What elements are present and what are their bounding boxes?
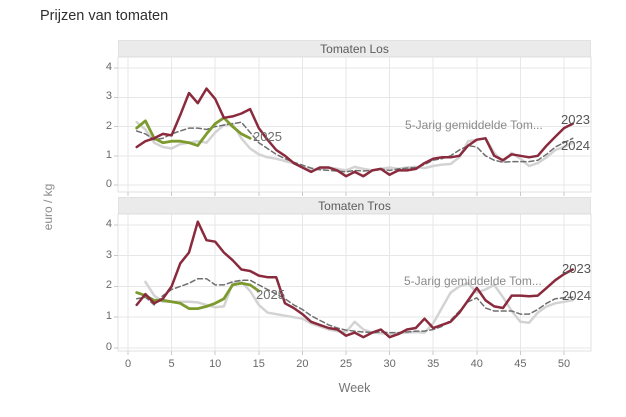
series-label-2024-bottom: 2024 xyxy=(562,288,591,303)
y-tick-label: 0 xyxy=(105,341,112,353)
series-line-2025 xyxy=(135,281,261,311)
series-label-2023-top: 2023 xyxy=(561,112,590,127)
x-tick-label: 30 xyxy=(383,358,396,370)
series-line-avg xyxy=(135,277,574,334)
series-line-2023 xyxy=(135,220,574,339)
x-tick-label: 15 xyxy=(252,358,265,370)
x-tick-label: 50 xyxy=(557,358,571,370)
x-tick-label: 5 xyxy=(168,358,175,370)
plot-area xyxy=(117,213,592,352)
x-tick-label: 25 xyxy=(339,358,353,370)
x-tick-label: 0 xyxy=(124,358,132,370)
x-tick-label: 10 xyxy=(209,358,222,370)
y-tick-label: 2 xyxy=(105,119,112,132)
y-tick-label: 4 xyxy=(105,61,112,74)
panel-title-tomaten-tros: Tomaten Tros xyxy=(318,198,391,213)
x-tick-label: 35 xyxy=(427,358,440,370)
y-tick-label: 1 xyxy=(105,148,112,161)
x-tick-label: 40 xyxy=(470,358,483,370)
avg-series-label-bottom: 5-Jarig gemiddelde Tom... xyxy=(404,274,542,288)
page-title: Prijzen van tomaten xyxy=(40,8,169,24)
series-label-2025-bottom: 2025 xyxy=(256,287,285,302)
y-tick-label: 3 xyxy=(105,90,112,103)
x-tick-label: 20 xyxy=(296,358,309,370)
x-axis-title: Week xyxy=(338,381,371,395)
panel-header-tomaten-los: Tomaten Los xyxy=(118,40,591,57)
y-tick-label: 2 xyxy=(105,279,112,292)
series-label-2024-top: 2024 xyxy=(561,138,590,153)
x-tick-label: 45 xyxy=(514,358,527,370)
y-tick-label: 3 xyxy=(105,248,112,261)
y-tick-label: 1 xyxy=(105,310,112,323)
panel-header-tomaten-tros: Tomaten Tros xyxy=(118,197,591,214)
series-label-2025-top: 2025 xyxy=(253,129,282,144)
avg-series-label-top: 5-Jarig gemiddelde Tom... xyxy=(405,118,543,132)
series-line-2023 xyxy=(135,87,574,178)
plot-area xyxy=(117,56,592,193)
y-tick-label: 4 xyxy=(105,217,112,230)
y-tick-label: 0 xyxy=(105,178,112,190)
series-line-2024 xyxy=(144,280,574,336)
series-label-2023-bottom: 2023 xyxy=(562,261,591,276)
series-line-2025 xyxy=(135,116,252,148)
panel-title-tomaten-los: Tomaten Los xyxy=(320,41,389,56)
y-axis-title: euro / kg xyxy=(41,183,55,231)
